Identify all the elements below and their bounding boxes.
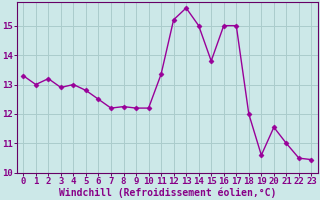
- X-axis label: Windchill (Refroidissement éolien,°C): Windchill (Refroidissement éolien,°C): [59, 187, 276, 198]
